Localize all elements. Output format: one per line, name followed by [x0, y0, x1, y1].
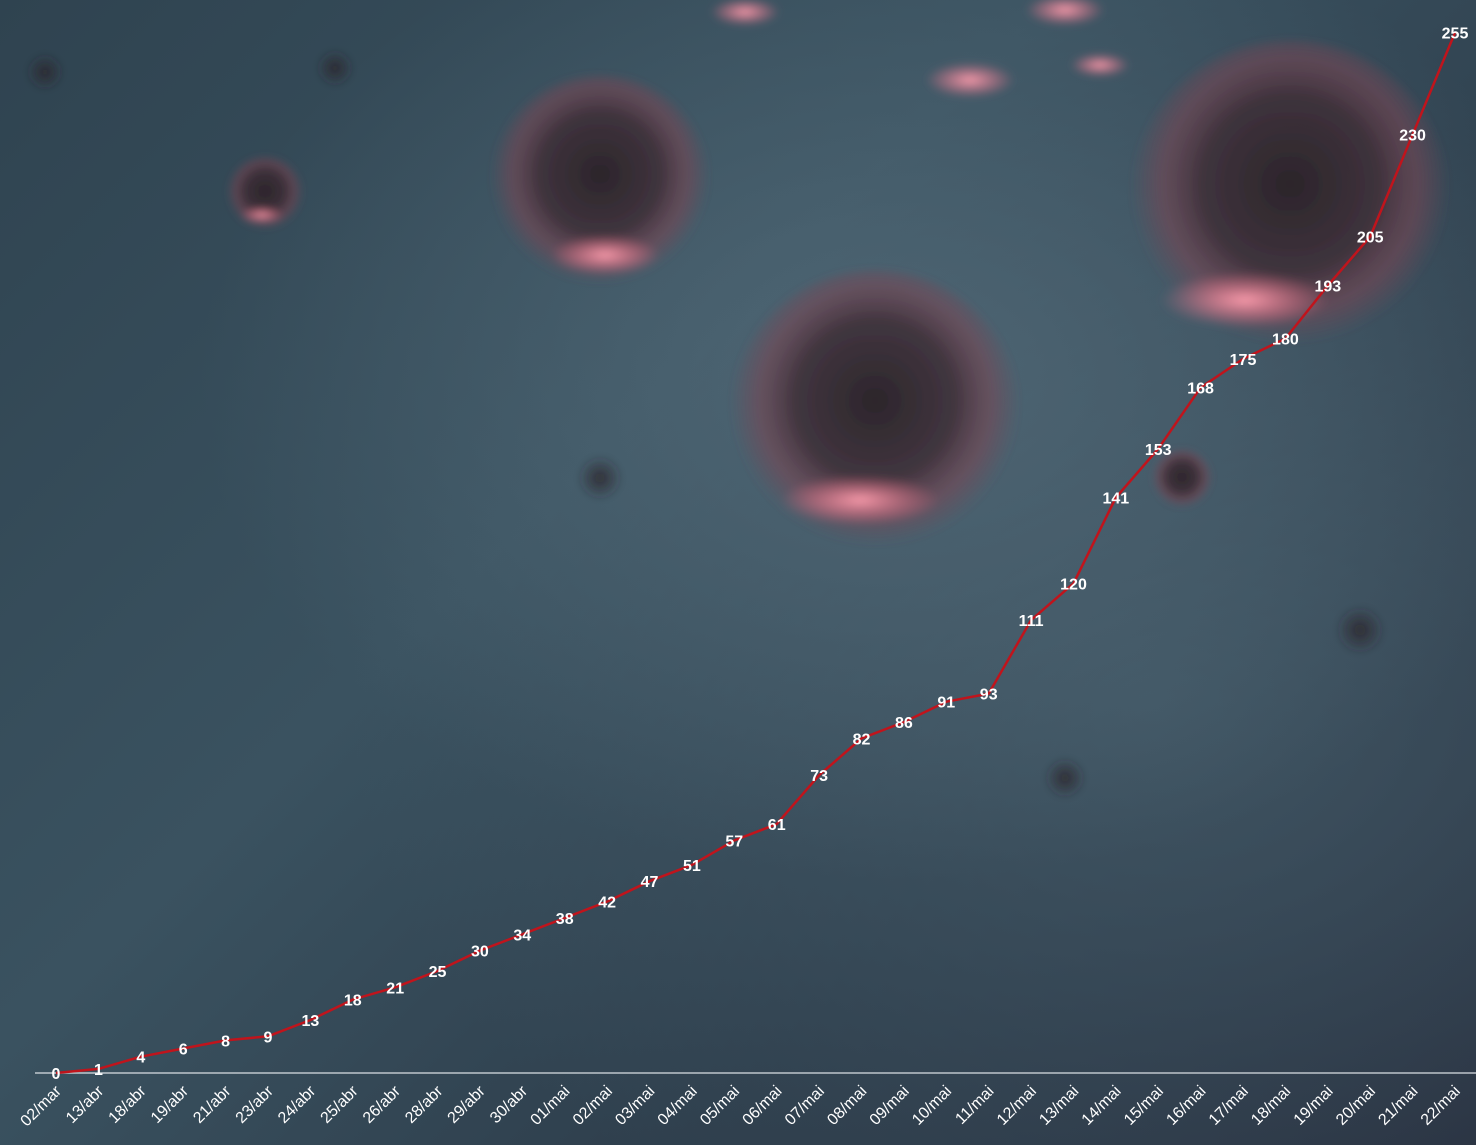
data-label: 61	[768, 817, 786, 834]
data-labels: 0 1 4 6 8 9 13 18 21 25 30 34 38 42 47 51 57 61 73 82 86 91 93…	[52, 26, 1469, 1083]
x-tick-label: 08/mai	[824, 1083, 870, 1129]
x-tick-label: 13/abr	[63, 1082, 108, 1127]
data-label: 120	[1060, 576, 1087, 593]
data-label: 93	[980, 687, 998, 704]
x-tick-label: 11/mai	[952, 1083, 997, 1128]
x-tick-label: 24/abr	[275, 1082, 320, 1127]
x-tick-label: 26/abr	[360, 1082, 405, 1127]
data-label: 18	[344, 993, 362, 1010]
data-label: 9	[264, 1029, 273, 1046]
data-label: 73	[810, 768, 828, 785]
x-tick-label: 18/mai	[1248, 1083, 1294, 1129]
x-tick-label: 07/mai	[782, 1083, 828, 1129]
x-tick-label: 30/abr	[487, 1082, 532, 1127]
data-label: 205	[1357, 230, 1384, 247]
virus-particle-medium	[490, 75, 710, 295]
data-label: 168	[1187, 381, 1214, 398]
x-tick-label: 16/mai	[1163, 1083, 1209, 1129]
x-tick-label: 20/mai	[1333, 1083, 1379, 1129]
data-label: 30	[471, 944, 489, 961]
x-tick-label: 29/abr	[445, 1082, 490, 1127]
data-label: 25	[429, 964, 447, 981]
data-label: 180	[1272, 332, 1299, 349]
x-axis-tick-labels: 02/mar13/abr18/abr19/abr21/abr23/abr24/a…	[18, 1082, 1464, 1130]
x-tick-label: 01/mai	[528, 1083, 574, 1129]
data-label: 91	[937, 695, 955, 712]
data-label: 38	[556, 911, 574, 928]
x-tick-label: 12/mai	[994, 1083, 1040, 1129]
x-tick-label: 04/mai	[655, 1083, 701, 1129]
x-tick-label: 19/mai	[1291, 1083, 1337, 1129]
data-label: 13	[302, 1013, 320, 1030]
data-label: 0	[52, 1066, 61, 1083]
x-tick-label: 10/mai	[909, 1083, 955, 1129]
x-tick-label: 05/mai	[697, 1083, 743, 1129]
x-tick-label: 09/mai	[867, 1083, 913, 1129]
x-tick-label: 19/abr	[148, 1082, 193, 1127]
x-tick-label: 28/abr	[402, 1082, 447, 1127]
x-tick-label: 23/abr	[233, 1082, 278, 1127]
x-tick-label: 02/mai	[570, 1083, 616, 1129]
data-label: 175	[1230, 352, 1257, 369]
data-label: 21	[386, 980, 404, 997]
x-tick-label: 22/mai	[1418, 1083, 1464, 1129]
data-label: 153	[1145, 442, 1172, 459]
data-label: 8	[221, 1033, 230, 1050]
virus-particle-top	[710, 0, 1130, 98]
series-line	[55, 32, 1457, 1075]
x-tick-label: 06/mai	[740, 1083, 786, 1129]
virus-particle-large	[730, 270, 1020, 560]
virus-particle-small	[227, 157, 303, 233]
data-label: 51	[683, 858, 701, 875]
data-label: 86	[895, 715, 913, 732]
data-label: 4	[136, 1050, 145, 1067]
data-label: 42	[598, 895, 616, 912]
data-label: 47	[641, 874, 659, 891]
data-label: 230	[1399, 128, 1426, 145]
data-label: 111	[1019, 613, 1044, 630]
x-tick-label: 14/mai	[1079, 1083, 1125, 1129]
virus-particle-mini	[27, 50, 1384, 798]
x-tick-label: 03/mai	[612, 1083, 658, 1129]
data-label: 1	[94, 1062, 103, 1079]
x-tick-label: 18/abr	[106, 1082, 151, 1127]
data-label: 141	[1102, 491, 1129, 508]
data-label: 82	[853, 731, 871, 748]
x-tick-label: 21/mai	[1375, 1083, 1421, 1129]
virus-particle-top-right	[1130, 40, 1450, 360]
x-tick-label: 17/mai	[1206, 1083, 1252, 1129]
virus-decoration	[27, 0, 1450, 798]
x-tick-label: 25/abr	[318, 1082, 363, 1127]
data-label: 6	[179, 1042, 188, 1059]
data-label: 57	[725, 833, 743, 850]
x-tick-label: 02/mar	[18, 1082, 66, 1130]
data-label: 255	[1442, 26, 1469, 43]
x-tick-label: 15/mai	[1121, 1083, 1167, 1129]
x-tick-label: 21/abr	[190, 1082, 235, 1127]
x-tick-label: 13/mai	[1036, 1083, 1082, 1129]
data-label: 34	[513, 927, 531, 944]
data-label: 193	[1314, 279, 1341, 296]
